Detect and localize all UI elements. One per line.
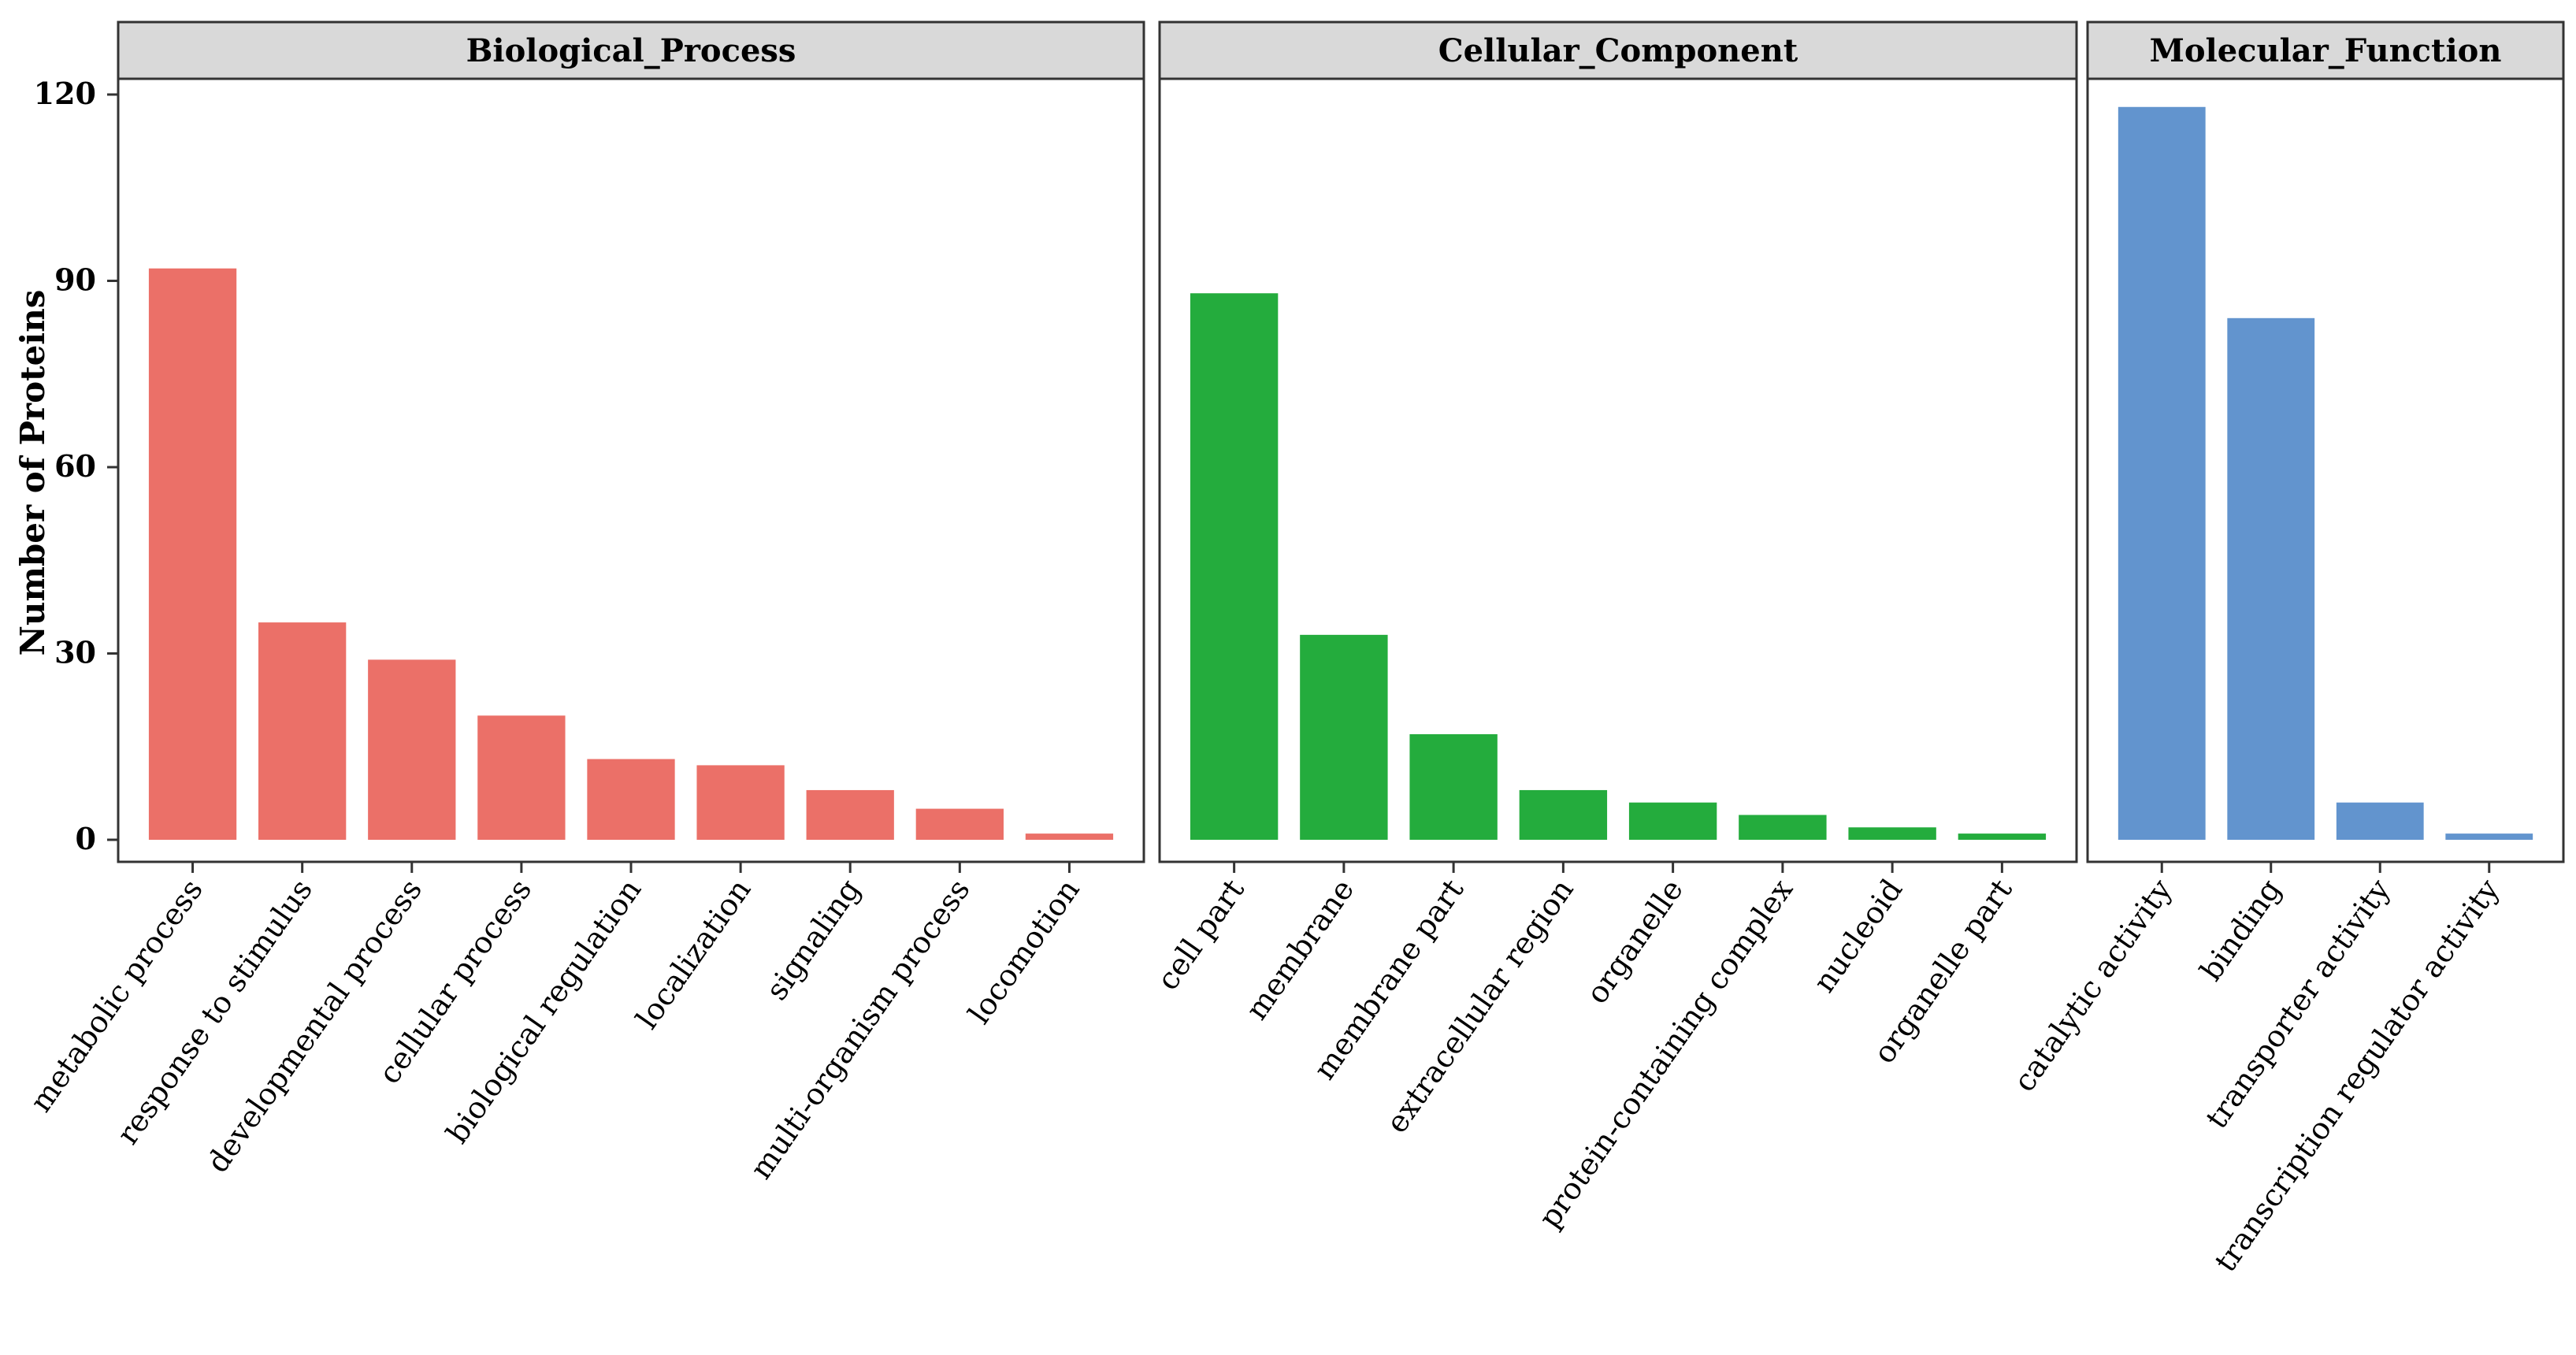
bar [1409, 733, 1498, 840]
x-tick-label: cell part [1150, 873, 1251, 997]
x-tick-label: biological regulation [440, 873, 648, 1149]
y-tick-label: 90 [54, 262, 96, 298]
facet-title: Biological_Process [466, 32, 796, 69]
facet-title: Molecular_Function [2150, 32, 2502, 69]
x-tick-label: multi-organism process [744, 873, 977, 1186]
bar [2336, 802, 2424, 840]
bar [2445, 833, 2533, 840]
x-tick-label: signaling [759, 873, 867, 1007]
y-axis-label: Number of Proteins [13, 290, 52, 656]
x-tick-label: organelle [1579, 873, 1690, 1010]
x-tick-label: developmental process [200, 873, 429, 1179]
x-tick-label: localization [629, 873, 758, 1035]
facet-panel-molecular-function: Molecular_Function catalytic activity bind… [2006, 20, 2565, 1278]
facet-strip [117, 20, 1145, 80]
facet-strip [1158, 20, 2078, 80]
bar [2227, 317, 2315, 840]
y-tick-label: 60 [54, 448, 96, 484]
bar [587, 759, 675, 840]
x-tick-label: response to stimulus [110, 873, 319, 1151]
bar [368, 659, 456, 840]
bar [806, 789, 894, 840]
y-axis: 0 30 60 90 120 [34, 76, 118, 856]
bar [915, 808, 1004, 840]
bar [696, 765, 785, 840]
y-tick-label: 30 [54, 635, 96, 670]
x-tick-label: locomotion [962, 873, 1086, 1030]
bar [1958, 833, 2047, 840]
bar [1519, 789, 1608, 840]
bar [1025, 833, 1114, 840]
bar [1848, 827, 1936, 840]
bar [2118, 106, 2206, 840]
facet-plot-area [1158, 77, 2078, 863]
bar [1300, 634, 1388, 840]
facet-title: Cellular_Component [1438, 32, 1798, 69]
facet-strip [2086, 20, 2565, 80]
x-tick-label: binding [2193, 873, 2288, 987]
x-tick-label: extracellular region [1379, 873, 1580, 1139]
bar [477, 715, 566, 840]
bar [258, 622, 347, 840]
x-tick-label: transporter activity [2199, 873, 2397, 1135]
x-tick-label: catalytic activity [2006, 872, 2179, 1097]
y-tick-label: 0 [76, 821, 96, 856]
bar [148, 268, 237, 840]
y-tick-label: 120 [34, 76, 96, 111]
bar [1628, 802, 1717, 840]
bar [1739, 815, 1827, 840]
x-tick-label: membrane [1239, 873, 1361, 1026]
x-tick-label: nucleoid [1806, 873, 1909, 999]
bar [1190, 293, 1279, 840]
